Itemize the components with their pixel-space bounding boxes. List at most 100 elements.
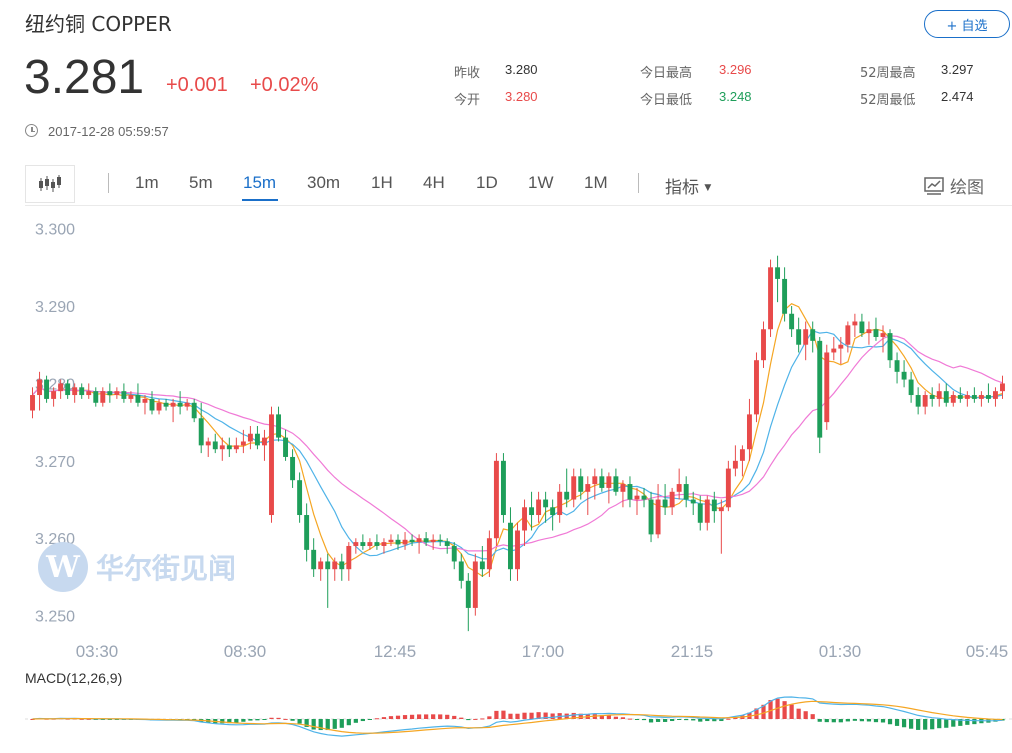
macd-bar: [662, 719, 668, 722]
indicator-label: 指标: [665, 178, 699, 198]
candle-body: [402, 539, 408, 545]
candle-body: [269, 414, 274, 516]
candle-body: [704, 499, 710, 523]
active-tab-underline: [242, 199, 278, 201]
candle-body: [465, 580, 471, 608]
stat-label-prev-close: 昨收: [454, 66, 481, 81]
candle-body: [149, 398, 155, 411]
macd-bar: [677, 719, 682, 720]
price-change: +0.001: [166, 74, 228, 96]
candle-body: [852, 321, 858, 326]
chart-toolbar: 1m 5m 15m 30m 1H 4H 1D 1W 1M 指标 ▼ 绘图: [25, 165, 1012, 206]
tab-1w[interactable]: 1W: [528, 173, 554, 192]
macd-bar: [824, 719, 829, 723]
candle-body: [170, 402, 176, 407]
candle-body: [254, 433, 260, 446]
macd-bar: [339, 719, 344, 728]
macd-bar: [494, 710, 499, 719]
candle-body: [262, 437, 267, 446]
candle-body: [739, 449, 745, 461]
candle-body: [992, 391, 998, 399]
stat-label-day-high: 今日最高: [640, 66, 693, 81]
indicator-dropdown[interactable]: 指标 ▼: [665, 173, 711, 198]
candle-body: [86, 391, 92, 396]
candle-body: [72, 387, 78, 396]
tab-1d[interactable]: 1D: [476, 173, 498, 192]
tab-15m[interactable]: 15m: [243, 173, 277, 192]
y-tick-label: 3.300: [35, 222, 75, 239]
candle-body: [901, 371, 907, 380]
macd-bar: [761, 704, 766, 719]
macd-bar: [522, 712, 527, 719]
macd-bar: [445, 714, 450, 719]
candle-body: [318, 561, 324, 570]
draw-tool-button[interactable]: 绘图: [924, 173, 984, 198]
macd-bar: [965, 719, 970, 725]
stat-value-day-low: 3.248: [719, 89, 752, 104]
macd-bar: [269, 717, 274, 719]
candle-body: [290, 456, 296, 481]
macd-bar: [684, 719, 689, 721]
stat-value-52w-low: 2.474: [941, 89, 974, 104]
macd-bar: [466, 719, 471, 721]
stat-label-day-low: 今日最低: [640, 93, 693, 108]
macd-bar: [916, 719, 921, 730]
candle-body: [592, 476, 598, 485]
macd-bar: [894, 719, 900, 726]
macd-bar: [655, 719, 661, 722]
macd-bar: [951, 719, 956, 727]
macd-bar: [726, 718, 731, 720]
add-watchlist-button[interactable]: + 自选: [924, 10, 1010, 38]
macd-bar: [438, 714, 443, 719]
candle-body: [283, 437, 289, 457]
macd-bar: [220, 719, 225, 724]
macd-bar: [227, 719, 232, 724]
macd-bar: [543, 712, 548, 719]
candle-body: [500, 460, 506, 516]
candlestick-icon: [39, 175, 61, 192]
candle-body: [486, 538, 492, 570]
tab-4h[interactable]: 4H: [423, 173, 445, 192]
macd-bar: [409, 714, 415, 719]
candlestick-type-button[interactable]: [25, 165, 75, 203]
macd-bar: [79, 718, 84, 720]
candle-body: [683, 484, 689, 500]
macd-bar: [395, 715, 401, 719]
macd-bar: [705, 719, 710, 722]
candle-body: [929, 395, 935, 399]
candle-body: [381, 542, 387, 546]
macd-bar: [670, 719, 675, 722]
candle-body: [233, 445, 239, 450]
macd-bar: [332, 719, 337, 729]
candle-body: [564, 491, 570, 500]
macd-bar: [972, 719, 977, 725]
macd-bar: [459, 717, 464, 719]
macd-bar: [613, 716, 619, 719]
x-tick-label: 21:15: [671, 642, 714, 661]
candle-body: [711, 499, 717, 512]
candle-body: [782, 278, 788, 314]
candle-body: [845, 325, 851, 345]
candle-body: [311, 549, 317, 570]
tab-30m[interactable]: 30m: [307, 173, 341, 192]
stat-label-open: 今开: [454, 93, 481, 108]
tab-1h[interactable]: 1H: [371, 173, 393, 192]
candle-body: [437, 539, 443, 542]
candle-body: [943, 391, 949, 403]
candle-body: [859, 321, 865, 334]
y-tick-label: 3.260: [35, 531, 75, 548]
macd-bar: [402, 715, 408, 719]
candle-body: [30, 395, 35, 411]
candle-body: [353, 542, 359, 546]
candle-body: [718, 507, 724, 512]
y-tick-label: 3.250: [35, 609, 75, 626]
tab-5m[interactable]: 5m: [189, 173, 213, 192]
candle-body: [887, 333, 893, 361]
macd-bar: [248, 719, 253, 721]
tab-1month[interactable]: 1M: [584, 173, 608, 192]
tab-1m[interactable]: 1m: [135, 173, 159, 192]
candle-body: [754, 360, 759, 415]
macd-bar: [297, 719, 302, 724]
candle-body: [493, 460, 499, 539]
